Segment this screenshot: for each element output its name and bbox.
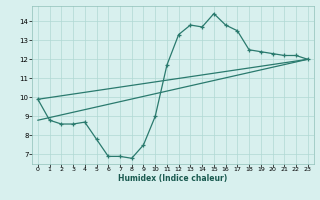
- X-axis label: Humidex (Indice chaleur): Humidex (Indice chaleur): [118, 174, 228, 183]
